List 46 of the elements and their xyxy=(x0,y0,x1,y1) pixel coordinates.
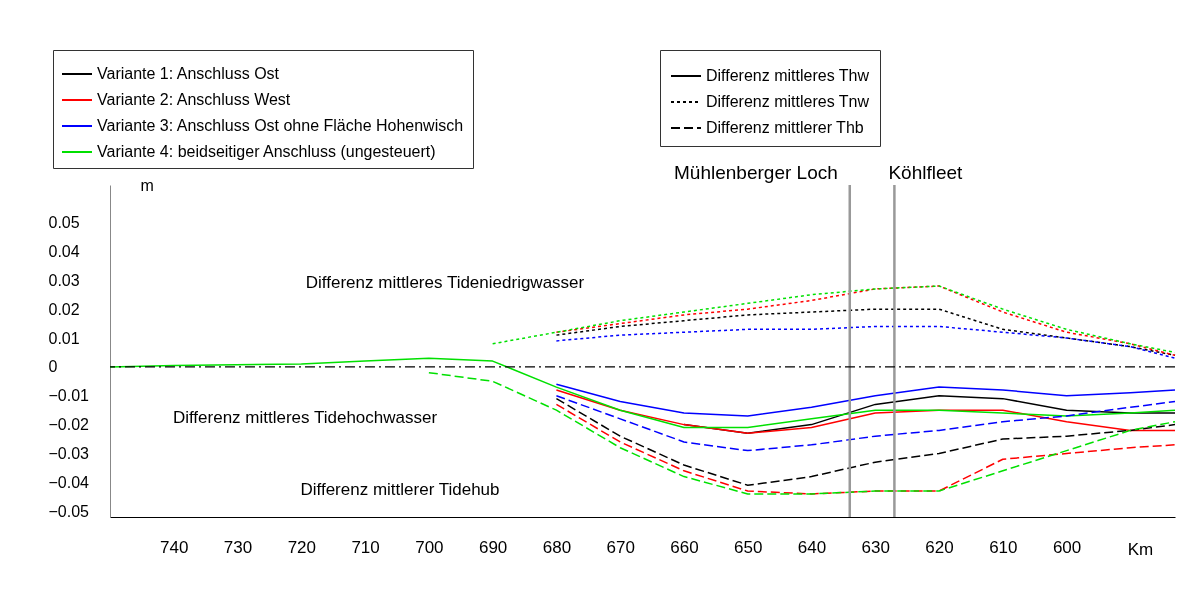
x-tick-label: 640 xyxy=(797,537,827,557)
x-tick-label: 660 xyxy=(670,537,699,557)
x-tick-label: 650 xyxy=(734,537,763,557)
y-tick-label: 0.04 xyxy=(48,242,80,260)
y-axis-title: m xyxy=(140,176,154,194)
annotation: Differenz mittleres Tideniedrigwasser xyxy=(305,273,585,292)
text: Differenz mittleres Tnw xyxy=(706,93,870,110)
line-series xyxy=(555,395,1176,452)
y-tick-label: 0.02 xyxy=(48,300,80,318)
x-tick-label: 700 xyxy=(415,537,444,557)
y-tick-label: −0.01 xyxy=(48,387,90,405)
ref-line-label: Köhlfleet xyxy=(888,162,964,183)
text: Differenz mittleres Thw xyxy=(706,67,870,84)
legend-label: Variante 3: Anschluss Ost ohne Fläche Hohenwisch xyxy=(97,117,464,134)
y-tick-label: 0.03 xyxy=(48,271,80,289)
annotation: Differenz mittlerer Tidehub xyxy=(300,480,500,499)
line-series xyxy=(555,325,1176,359)
y-tick-label: −0.04 xyxy=(48,473,90,491)
x-tick-label: 740 xyxy=(160,537,189,557)
legend-label: Variante 4: beidseitiger Anschluss (ungesteuert) xyxy=(97,143,436,160)
y-tick-label: −0.02 xyxy=(48,416,90,434)
line-series xyxy=(555,389,1176,435)
legend-label: Variante 1: Anschluss Ost xyxy=(97,65,280,82)
line-series xyxy=(555,403,1176,495)
ref-line-label: Mühlenberger Loch xyxy=(674,162,838,183)
annotation: Differenz mittleres Tidehochwasser xyxy=(172,408,438,427)
x-tick-label: 620 xyxy=(925,537,954,557)
text: Differenz mittlerer Thb xyxy=(706,119,864,136)
x-tick-label: 670 xyxy=(606,537,635,557)
y-tick-label: −0.03 xyxy=(48,444,90,462)
y-tick-label: 0.05 xyxy=(48,214,80,232)
x-tick-label: 720 xyxy=(287,537,316,557)
legend-label: Variante 2: Anschluss West xyxy=(97,91,291,108)
line-series xyxy=(555,383,1176,417)
x-tick-label: 730 xyxy=(223,537,253,557)
x-tick-label: 690 xyxy=(478,537,508,557)
x-axis-title: Km xyxy=(1127,539,1154,559)
x-tick-label: 680 xyxy=(542,537,572,557)
x-tick-label: 600 xyxy=(1052,537,1082,557)
y-tick-label: −0.05 xyxy=(48,502,90,520)
x-tick-label: 610 xyxy=(989,537,1018,557)
x-tick-label: 710 xyxy=(351,537,380,557)
y-tick-label: 0 xyxy=(48,358,58,376)
line-series xyxy=(555,397,1176,486)
y-tick-label: 0.01 xyxy=(48,329,80,347)
x-tick-label: 630 xyxy=(861,537,890,557)
